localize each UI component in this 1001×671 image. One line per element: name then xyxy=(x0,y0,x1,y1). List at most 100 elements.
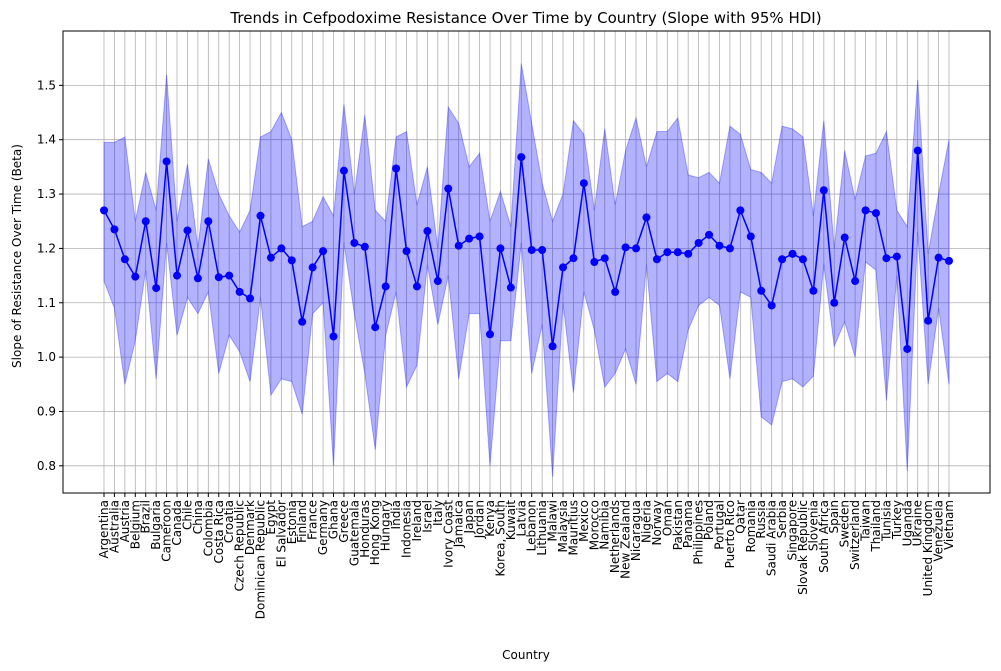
point xyxy=(308,263,317,272)
x-tick-label: Ivory Coast xyxy=(441,500,455,568)
chart-title: Trends in Cefpodoxime Resistance Over Ti… xyxy=(229,9,821,27)
x-tick-label: Spain xyxy=(827,500,841,534)
point xyxy=(569,254,578,263)
point xyxy=(934,253,943,262)
point xyxy=(788,249,797,258)
point xyxy=(110,225,119,234)
x-tick-label: Ukraine xyxy=(911,500,925,546)
point xyxy=(173,271,182,280)
x-tick-label: Japan xyxy=(462,500,476,534)
x-tick-label: Guatemala xyxy=(347,500,361,566)
x-tick-label: Taiwan xyxy=(859,500,873,542)
x-tick-label: Sweden xyxy=(838,500,852,547)
y-tick-label: 1.0 xyxy=(37,350,56,364)
point xyxy=(632,244,641,253)
x-tick-label: Philippines xyxy=(692,500,706,565)
y-tick-label: 1.5 xyxy=(37,78,56,92)
point xyxy=(444,184,453,193)
point xyxy=(433,277,442,286)
y-tick-label: 1.2 xyxy=(37,241,56,255)
x-tick-label: Mexico xyxy=(577,500,591,542)
point xyxy=(840,233,849,242)
x-tick-label: Argentina xyxy=(97,500,111,559)
x-tick-label: South Africa xyxy=(817,500,831,573)
x-tick-label: Lebanon xyxy=(525,500,539,551)
x-tick-label: Slovak Republic xyxy=(796,500,810,595)
x-tick-label: Russia xyxy=(754,500,768,539)
x-tick-label: Switzerland xyxy=(848,500,862,570)
x-tick-label: Uganda xyxy=(900,500,914,546)
x-tick-label: Serbia xyxy=(775,500,789,538)
x-tick-label: Norway xyxy=(650,500,664,546)
x-tick-label: Colombia xyxy=(201,500,215,556)
x-tick-label: Dominican Republic xyxy=(253,500,267,619)
point xyxy=(715,241,724,250)
x-tick-label: Czech Republic xyxy=(233,500,247,591)
x-axis-label: Country xyxy=(502,648,550,662)
x-tick-label: Turkey xyxy=(890,500,904,540)
y-tick-label: 0.9 xyxy=(37,404,56,418)
point xyxy=(945,256,953,265)
point xyxy=(319,247,328,256)
point xyxy=(892,252,901,261)
x-tick-label: Malawi xyxy=(546,500,560,542)
point xyxy=(830,298,839,307)
point xyxy=(256,211,265,220)
point xyxy=(694,238,703,247)
point xyxy=(381,282,390,291)
x-tick-label: Denmark xyxy=(243,500,257,555)
x-tick-label: Panama xyxy=(681,500,695,548)
x-tick-label: China xyxy=(191,500,205,534)
x-tick-label: Tunisia xyxy=(879,500,893,542)
point xyxy=(392,164,401,173)
x-tick-label: Canada xyxy=(170,500,184,546)
x-tick-label: Brazil xyxy=(139,500,153,534)
x-tick-label: Oman xyxy=(660,500,674,536)
point xyxy=(339,166,348,175)
point xyxy=(298,317,307,326)
x-tick-label: Saudi Arabia xyxy=(765,500,779,576)
x-tick-label: Hungary xyxy=(379,500,393,551)
point xyxy=(371,323,380,332)
x-tick-label: Namibia xyxy=(598,500,612,550)
point xyxy=(851,277,860,286)
point xyxy=(204,217,213,226)
point xyxy=(100,206,108,215)
x-tick-label: Ghana xyxy=(327,500,341,539)
point xyxy=(412,282,421,291)
point xyxy=(590,258,599,266)
x-tick-label: Romania xyxy=(744,500,758,552)
point xyxy=(559,263,568,272)
x-tick-label: Estonia xyxy=(285,500,299,544)
x-tick-label: Poland xyxy=(702,500,716,540)
x-tick-label: Finland xyxy=(295,500,309,543)
point xyxy=(360,242,369,251)
x-tick-label: Nigeria xyxy=(639,500,653,543)
point xyxy=(152,284,161,293)
x-tick-label: Australia xyxy=(107,500,121,553)
point xyxy=(778,255,787,264)
x-tick-label: Lithuania xyxy=(535,500,549,556)
x-tick-label: Costa Rica xyxy=(212,500,226,563)
hdi-band xyxy=(103,63,950,477)
point xyxy=(225,271,234,280)
point xyxy=(913,146,922,155)
plot-frame xyxy=(62,30,991,494)
x-tick-label: Greece xyxy=(337,500,351,543)
y-axis-label: Slope of Resistance Over Time (Beta) xyxy=(10,144,24,368)
y-tick-label: 0.8 xyxy=(37,459,56,473)
point xyxy=(277,244,286,253)
point xyxy=(350,238,359,247)
point xyxy=(496,244,505,253)
point xyxy=(485,330,494,339)
point xyxy=(663,248,672,257)
x-tick-label: Korea, South xyxy=(493,500,507,577)
x-tick-label: Honduras xyxy=(358,500,372,558)
x-tick-label: Israel xyxy=(420,500,434,533)
x-tick-label: Italy xyxy=(431,500,445,526)
point xyxy=(517,153,526,162)
point xyxy=(214,273,223,282)
point xyxy=(475,232,484,241)
y-tick-label: 1.1 xyxy=(37,296,56,310)
